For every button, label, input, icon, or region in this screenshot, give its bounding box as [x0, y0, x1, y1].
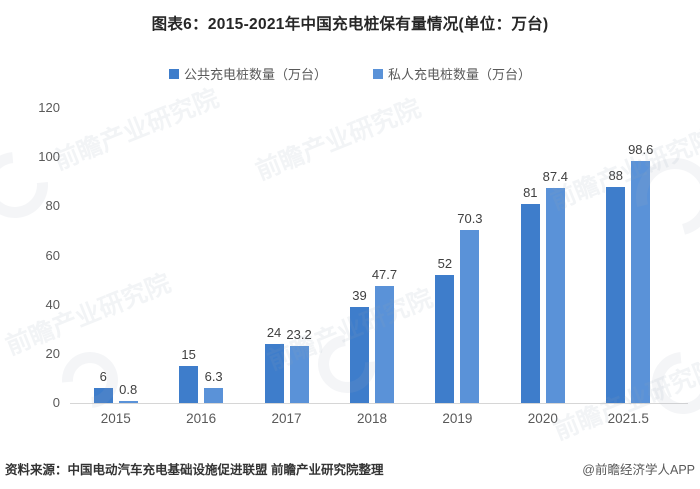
private-pile-bar-2020: [545, 188, 565, 403]
legend-swatch-public-icon: [168, 68, 179, 79]
y-axis: 0 20 40 60 80 100 120: [10, 95, 60, 440]
bar-groups: 6 0.8 15 6.3 24 23.2 39 47.7 52 70.3 81 87.4 88 98.6: [73, 95, 671, 403]
bar-value-label: 70.3: [457, 211, 483, 227]
source-note: 资料来源：中国电动汽车充电基础设施促进联盟 前瞻产业研究院整理: [5, 463, 384, 477]
x-axis-line: [70, 403, 688, 404]
bar-slot: 6.3: [204, 369, 224, 403]
bar-value-label: 6.3: [204, 368, 223, 384]
bar-slot: 88: [606, 168, 626, 403]
bar-group: 15 6.3: [158, 95, 243, 403]
bar-value-label: 81: [523, 184, 538, 200]
bar-slot: 24: [264, 325, 284, 403]
bar-group: 39 47.7: [329, 95, 414, 403]
bar-value-label: 24: [266, 325, 282, 340]
y-tick-label: 120: [38, 100, 60, 115]
y-tick-label: 0: [52, 395, 60, 410]
bar-slot: 98.6: [628, 142, 653, 403]
bar-value-label: 39: [352, 288, 367, 304]
bar-group: 81 87.4: [500, 95, 585, 403]
x-axis: 2015 2016 2017 2018 2019 2020 2021.5: [73, 411, 671, 426]
bar-value-label: 88: [608, 167, 623, 183]
bar-value-label: 23.2: [286, 326, 312, 342]
x-tick-label: 2021.5: [607, 411, 649, 426]
y-tick-label: 60: [45, 247, 60, 263]
bar-value-label: 15: [181, 347, 196, 363]
legend-label-private: 私人充电桩数量（万台）: [388, 67, 532, 82]
public-pile-bar-2021.5: [606, 186, 626, 403]
public-pile-bar-2017: [264, 344, 284, 403]
legend-item-public: 公共充电桩数量（万台）: [168, 64, 327, 83]
bar-slot: 70.3: [457, 211, 483, 403]
bar-group: 24 23.2: [244, 95, 329, 403]
x-tick-label: 2019: [442, 411, 473, 426]
private-pile-bar-2016: [204, 387, 224, 403]
public-pile-bar-2020: [520, 203, 540, 403]
bar-slot: 47.7: [372, 267, 397, 403]
legend-item-private: 私人充电桩数量（万台）: [373, 64, 531, 83]
bar-slot: 39: [349, 288, 369, 403]
x-tick-label: 2018: [356, 411, 387, 426]
chart-title: 图表6：2015-2021年中国充电桩保有量情况(单位：万台): [151, 16, 549, 33]
legend-label-public: 公共充电桩数量（万台）: [183, 67, 327, 82]
bar-value-label: 47.7: [371, 266, 398, 282]
x-tick-label: 2015: [100, 411, 131, 426]
bar-slot: 87.4: [543, 169, 568, 403]
bar-value-label: 98.6: [628, 141, 654, 157]
private-pile-bar-2021.5: [631, 160, 651, 403]
bar-slot: 81: [520, 185, 540, 403]
bar-slot: 52: [435, 256, 455, 403]
x-tick-label: 2020: [527, 411, 558, 426]
private-pile-bar-2017: [289, 345, 309, 403]
bar-group: 6 0.8: [73, 95, 158, 403]
bar-value-label: 6: [99, 369, 107, 385]
private-pile-bar-2019: [460, 230, 480, 403]
bar-value-label: 87.4: [542, 169, 568, 185]
public-pile-bar-2019: [435, 275, 455, 403]
public-pile-bar-2015: [93, 388, 113, 403]
public-pile-bar-2018: [349, 307, 369, 403]
x-tick-label: 2017: [271, 411, 302, 426]
footer: 资料来源：中国电动汽车充电基础设施促进联盟 前瞻产业研究院整理 @前瞻经济学人A…: [0, 459, 700, 478]
y-tick-label: 100: [38, 149, 60, 165]
y-tick-label: 40: [45, 296, 60, 312]
bar-group: 52 70.3: [415, 95, 500, 403]
credit-note: @前瞻经济学人APP: [582, 463, 695, 477]
public-pile-bar-2016: [179, 366, 199, 403]
bar-group: 88 98.6: [586, 95, 671, 403]
chart-plot-area: 0 20 40 60 80 100 120 6 0.8 15 6.3 24 23.2 39 47.7 52 7…: [0, 95, 700, 440]
bar-value-label: 0.8: [119, 382, 138, 398]
bar-value-label: 52: [437, 256, 453, 272]
y-tick-label: 20: [45, 345, 60, 361]
bar-slot: 6: [93, 369, 113, 403]
bar-slot: 0.8: [118, 382, 138, 403]
x-tick-label: 2016: [186, 411, 217, 426]
bar-slot: 23.2: [286, 327, 312, 403]
bar-slot: 15: [179, 347, 199, 403]
private-pile-bar-2015: [118, 401, 138, 403]
legend: 公共充电桩数量（万台） 私人充电桩数量（万台）: [0, 64, 700, 83]
y-tick-label: 80: [45, 198, 60, 214]
private-pile-bar-2018: [374, 285, 394, 403]
legend-swatch-private-icon: [373, 68, 383, 79]
